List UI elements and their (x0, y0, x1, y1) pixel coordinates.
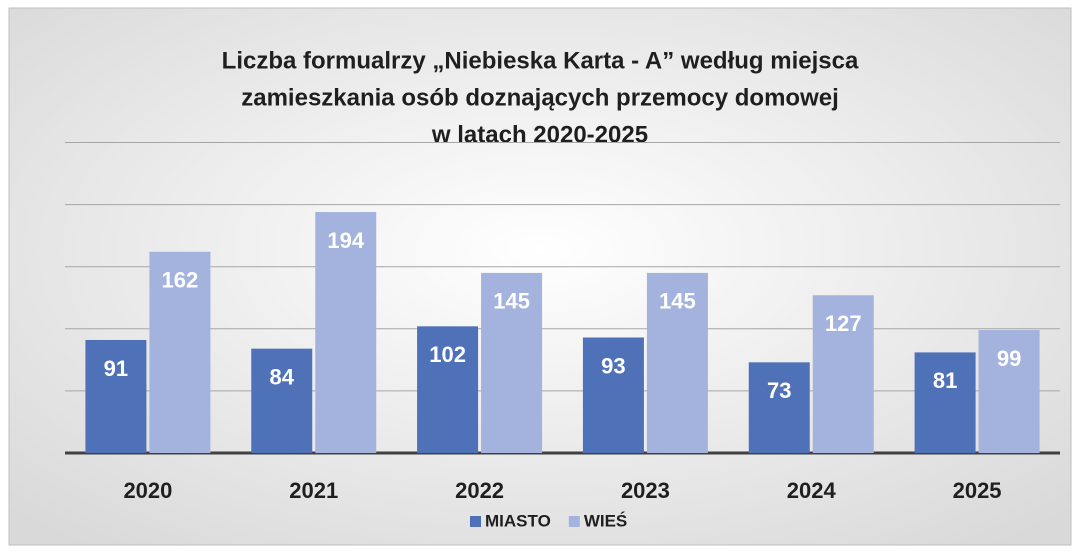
bar (85, 339, 147, 453)
data-label: 162 (162, 268, 199, 293)
data-label: 99 (997, 346, 1021, 371)
data-label: 81 (933, 368, 957, 393)
bar (417, 326, 479, 453)
legend-swatch (470, 516, 481, 527)
chart-title: zamieszkania osób doznających przemocy d… (241, 84, 839, 111)
legend-label: MIASTO (485, 511, 551, 530)
data-label: 127 (825, 311, 862, 336)
bar (481, 272, 543, 453)
legend-label: WIEŚ (584, 511, 627, 530)
x-tick-label: 2021 (289, 478, 338, 503)
data-label: 102 (429, 342, 466, 367)
data-label: 145 (493, 289, 530, 314)
chart-title: Liczba formualrzy „Niebieska Karta - A” … (222, 47, 859, 74)
bar (582, 337, 644, 453)
bar (251, 348, 313, 453)
data-label: 84 (270, 364, 295, 389)
x-tick-label: 2020 (123, 478, 172, 503)
x-tick-label: 2025 (953, 478, 1002, 503)
bar (812, 295, 874, 453)
data-label: 93 (601, 353, 625, 378)
bar (315, 212, 377, 453)
bar (914, 352, 976, 453)
chart-title: w latach 2020-2025 (431, 121, 648, 148)
x-tick-label: 2023 (621, 478, 670, 503)
bar (748, 362, 810, 453)
bar (978, 330, 1040, 453)
bar (646, 272, 708, 453)
data-label: 91 (104, 356, 128, 381)
legend-swatch (568, 516, 580, 527)
data-label: 194 (327, 228, 364, 253)
x-tick-label: 2022 (455, 478, 504, 503)
x-tick-label: 2024 (787, 478, 837, 503)
bar (149, 251, 211, 453)
data-label: 145 (659, 289, 696, 314)
data-label: 73 (767, 378, 791, 403)
